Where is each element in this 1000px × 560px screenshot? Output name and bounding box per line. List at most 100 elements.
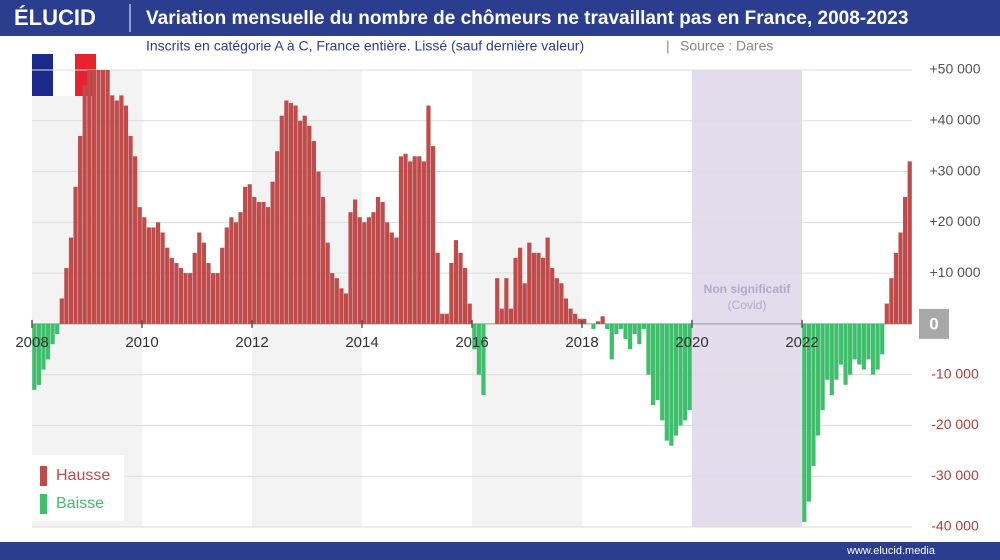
bar bbox=[893, 252, 899, 324]
bar bbox=[36, 323, 41, 385]
bar bbox=[284, 100, 289, 324]
bar bbox=[394, 237, 399, 324]
logo: ÉLUCID bbox=[14, 5, 96, 30]
bar bbox=[32, 323, 37, 390]
y-tick-label: +10 000 bbox=[930, 264, 981, 280]
bar bbox=[275, 151, 280, 324]
bar bbox=[220, 247, 225, 324]
bar bbox=[247, 184, 252, 324]
bar bbox=[192, 252, 197, 324]
bar bbox=[119, 95, 124, 324]
bar bbox=[256, 202, 261, 324]
bar bbox=[440, 313, 445, 324]
bar bbox=[449, 262, 454, 324]
bar bbox=[243, 186, 248, 324]
bar bbox=[128, 136, 133, 324]
bar bbox=[508, 308, 514, 324]
zero-box bbox=[919, 308, 949, 339]
bar bbox=[426, 105, 431, 324]
bar bbox=[375, 196, 381, 324]
bar bbox=[298, 120, 303, 324]
legend-label: Baisse bbox=[56, 495, 104, 512]
bar bbox=[444, 313, 449, 324]
bar bbox=[632, 323, 637, 335]
bar bbox=[45, 323, 51, 360]
annotation: Non significatif bbox=[704, 282, 792, 296]
bar bbox=[110, 95, 115, 324]
bar bbox=[229, 217, 234, 324]
bar bbox=[582, 318, 587, 324]
bar bbox=[307, 125, 312, 324]
bar bbox=[165, 247, 170, 324]
bar bbox=[224, 227, 229, 324]
bar bbox=[261, 202, 266, 324]
bar bbox=[206, 262, 211, 324]
bar bbox=[618, 323, 624, 329]
bar bbox=[105, 70, 110, 324]
bar bbox=[311, 141, 316, 324]
bar bbox=[41, 323, 46, 370]
bar bbox=[114, 100, 119, 324]
bar bbox=[880, 323, 885, 355]
bar bbox=[55, 323, 60, 335]
bar bbox=[288, 103, 294, 324]
source: Source : Dares bbox=[680, 38, 773, 54]
bar bbox=[178, 268, 184, 324]
bar bbox=[559, 283, 564, 324]
bar bbox=[605, 323, 610, 329]
bar bbox=[302, 115, 307, 324]
legend-swatch bbox=[40, 494, 47, 514]
bar bbox=[857, 323, 862, 365]
x-tick-label: 2010 bbox=[125, 334, 158, 351]
bars bbox=[32, 70, 912, 522]
bar bbox=[293, 105, 298, 324]
bar bbox=[430, 146, 436, 324]
bar bbox=[673, 323, 679, 436]
bar bbox=[595, 321, 601, 324]
bar bbox=[417, 156, 422, 324]
bar bbox=[811, 323, 816, 467]
bar bbox=[660, 323, 665, 421]
bar bbox=[861, 323, 866, 370]
bar bbox=[554, 278, 559, 324]
x-tick-label: 2012 bbox=[235, 334, 268, 351]
bar bbox=[398, 156, 404, 324]
bar bbox=[270, 181, 275, 324]
bar bbox=[412, 156, 417, 324]
bar bbox=[683, 323, 688, 421]
bar bbox=[137, 207, 142, 324]
bar bbox=[573, 313, 578, 324]
bar bbox=[628, 323, 633, 350]
bar bbox=[815, 323, 821, 436]
bar bbox=[362, 222, 367, 324]
bar bbox=[669, 323, 674, 446]
bar bbox=[371, 212, 376, 324]
bar bbox=[421, 161, 426, 324]
bar bbox=[325, 242, 330, 324]
bar bbox=[829, 323, 834, 395]
bar bbox=[160, 232, 165, 324]
bar bbox=[215, 273, 220, 324]
bar bbox=[458, 252, 463, 324]
bar bbox=[481, 323, 486, 395]
legend-label: Hausse bbox=[56, 467, 110, 484]
bar bbox=[623, 323, 628, 340]
bar bbox=[201, 242, 206, 324]
bar bbox=[82, 85, 87, 324]
bar bbox=[664, 323, 669, 441]
bar bbox=[838, 323, 844, 365]
bar bbox=[380, 202, 385, 324]
bar bbox=[591, 323, 596, 329]
bar bbox=[820, 323, 825, 411]
bar bbox=[545, 237, 550, 324]
bar bbox=[825, 323, 830, 380]
bar bbox=[495, 278, 500, 324]
x-tick-label: 2018 bbox=[565, 334, 598, 351]
year-band bbox=[252, 70, 362, 527]
bar bbox=[467, 303, 472, 324]
bar bbox=[155, 222, 161, 324]
bar bbox=[852, 323, 857, 360]
bar bbox=[87, 70, 92, 324]
year-band bbox=[32, 70, 142, 527]
